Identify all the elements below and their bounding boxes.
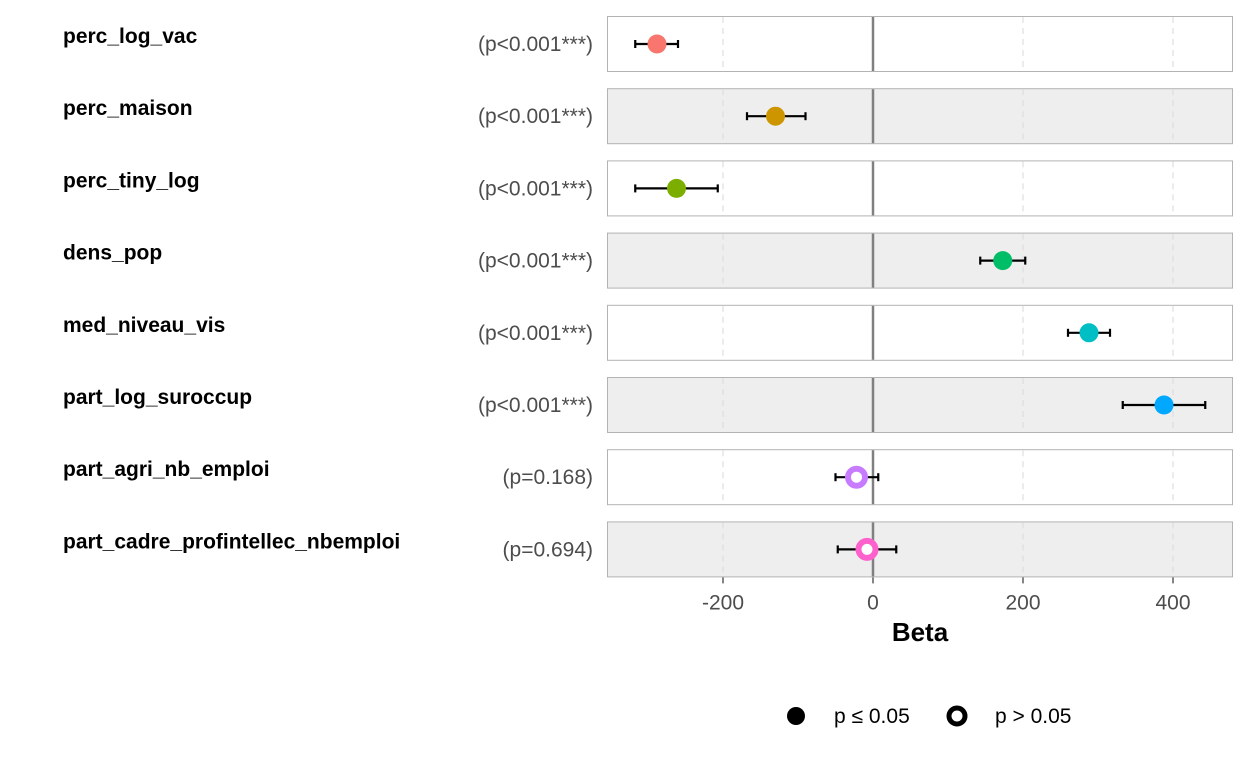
estimate-point bbox=[855, 537, 879, 561]
forest-row: part_cadre_profintellec_nbemploi (p=0.694… bbox=[63, 521, 1233, 578]
x-tick-label: 400 bbox=[1155, 591, 1190, 614]
variable-label: med_niveau_vis bbox=[63, 314, 225, 337]
estimate-point bbox=[993, 251, 1013, 271]
forest-row: part_log_suroccup (p<0.001***) bbox=[63, 377, 1233, 433]
x-axis-title: Beta bbox=[892, 617, 949, 647]
p-value-label: (p<0.001***) bbox=[478, 177, 593, 200]
forest-row: perc_log_vac (p<0.001***) bbox=[63, 16, 1233, 72]
forest-row: perc_maison (p<0.001***) bbox=[63, 88, 1233, 145]
estimate-point bbox=[845, 465, 868, 489]
variable-label: perc_log_vac bbox=[63, 25, 198, 48]
p-value-label: (p=0.168) bbox=[503, 466, 593, 489]
row-panel bbox=[607, 304, 1233, 361]
variable-label: dens_pop bbox=[63, 242, 162, 265]
p-value-label: (p=0.694) bbox=[503, 538, 593, 561]
forest-row: perc_tiny_log (p<0.001***) bbox=[63, 160, 1233, 217]
legend-hollow-marker bbox=[946, 705, 968, 727]
variable-label: part_cadre_profintellec_nbemploi bbox=[63, 530, 400, 553]
estimate-point bbox=[667, 178, 686, 198]
row-panel bbox=[607, 449, 1233, 506]
forest-row: med_niveau_vis (p<0.001***) bbox=[63, 304, 1233, 361]
estimate-point bbox=[1079, 323, 1099, 343]
variable-label: part_log_suroccup bbox=[63, 386, 252, 409]
forest-row: dens_pop (p<0.001***) bbox=[63, 232, 1233, 289]
p-value-label: (p<0.001***) bbox=[478, 105, 593, 128]
estimate-point bbox=[647, 34, 667, 54]
x-axis: Beta -200 0 200 400 bbox=[702, 577, 1191, 647]
rows-layer: perc_log_vac (p<0.001***) perc_maison (p<0.… bbox=[63, 16, 1233, 578]
x-tick-label: 200 bbox=[1005, 591, 1040, 614]
row-panel bbox=[607, 16, 1233, 72]
legend-filled-marker bbox=[787, 707, 805, 725]
p-value-label: (p<0.001***) bbox=[478, 394, 593, 417]
estimate-point bbox=[766, 106, 785, 126]
p-value-label: (p<0.001***) bbox=[478, 322, 593, 345]
row-panel bbox=[607, 521, 1233, 578]
row-panel bbox=[607, 232, 1233, 289]
legend: p ≤ 0.05 p > 0.05 bbox=[787, 705, 1071, 728]
row-panel bbox=[607, 88, 1233, 145]
legend-label-not-significant: p > 0.05 bbox=[995, 705, 1071, 728]
estimate-point bbox=[1154, 395, 1174, 415]
p-value-label: (p<0.001***) bbox=[478, 250, 593, 273]
x-tick-label: 0 bbox=[867, 591, 879, 614]
variable-label: part_agri_nb_emploi bbox=[63, 458, 270, 481]
legend-label-significant: p ≤ 0.05 bbox=[834, 705, 910, 728]
variable-label: perc_tiny_log bbox=[63, 169, 200, 192]
variable-label: perc_maison bbox=[63, 97, 193, 120]
forest-row: part_agri_nb_emploi (p=0.168) bbox=[63, 449, 1233, 506]
x-tick-label: -200 bbox=[702, 591, 744, 614]
p-value-label: (p<0.001***) bbox=[478, 33, 593, 56]
